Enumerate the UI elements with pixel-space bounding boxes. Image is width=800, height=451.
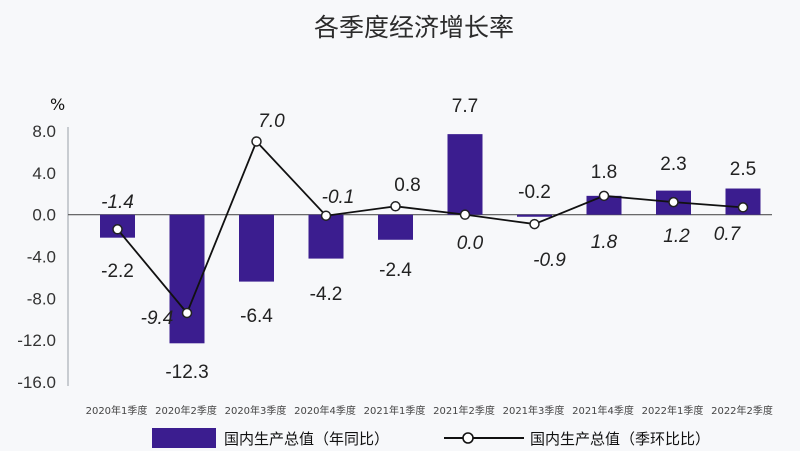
bar-4 bbox=[308, 214, 344, 259]
line-points bbox=[112, 136, 749, 319]
bar-value-label: -0.2 bbox=[518, 182, 551, 203]
x-axis-ticks: 2020年1季度 2020年2季度 2020年3季度 2020年4季度 2021年1季度… bbox=[86, 404, 773, 417]
line-value-label: -0.1 bbox=[322, 187, 355, 208]
y-tick-label: 4.0 bbox=[32, 164, 56, 183]
x-tick-label: 2021年2季度 bbox=[433, 404, 495, 417]
line-value-label: 0.0 bbox=[457, 233, 484, 254]
line-value-label: -9.4 bbox=[141, 308, 174, 329]
bar-value-label: 7.7 bbox=[452, 96, 478, 117]
chart-title: 各季度经济增长率 bbox=[314, 13, 514, 42]
x-tick-label: 2020年1季度 bbox=[86, 404, 148, 417]
y-tick-label: -4.0 bbox=[27, 248, 56, 267]
legend-bar-label: 国内生产总值（年同比） bbox=[224, 430, 389, 448]
line-point-5 bbox=[390, 201, 401, 212]
line-point-7 bbox=[529, 218, 540, 230]
line-point-3 bbox=[251, 136, 262, 147]
x-tick-label: 2020年2季度 bbox=[155, 404, 217, 417]
bar-value-label: 1.8 bbox=[591, 162, 617, 183]
bar-value-label: -2.4 bbox=[379, 260, 412, 281]
legend-bar-swatch bbox=[152, 428, 216, 448]
legend-line-label: 国内生产总值（季环比比） bbox=[530, 430, 710, 448]
line-value-label: -1.4 bbox=[101, 192, 134, 213]
y-axis-ticks: 8.0 4.0 0.0 -4.0 -8.0 -12.0 -16.0 bbox=[17, 122, 69, 392]
line-value-label: 0.7 bbox=[714, 224, 742, 245]
bar-series bbox=[100, 134, 761, 344]
x-tick-label: 2020年3季度 bbox=[225, 404, 287, 417]
line-value-label: -0.9 bbox=[533, 250, 566, 271]
x-tick-label: 2021年1季度 bbox=[364, 404, 426, 417]
bar-2 bbox=[169, 214, 205, 344]
line-series bbox=[116, 139, 744, 315]
bar-5 bbox=[378, 214, 413, 240]
line-point-10 bbox=[737, 202, 749, 213]
line-value-labels: -1.4 -9.4 7.0 -0.1 0.8 0.0 -0.9 1.8 1.2 0.7 bbox=[101, 111, 742, 329]
bar-value-label: -2.2 bbox=[101, 261, 134, 282]
line-point-4 bbox=[320, 210, 332, 221]
bar-value-label: 2.3 bbox=[660, 154, 686, 175]
y-tick-label: 0.0 bbox=[32, 206, 56, 225]
y-tick-label: -12.0 bbox=[17, 331, 56, 350]
y-tick-label: 8.0 bbox=[32, 122, 56, 141]
bar-3 bbox=[239, 214, 274, 282]
line-point-9 bbox=[668, 196, 679, 208]
bar-value-label: -4.2 bbox=[310, 284, 343, 305]
x-tick-label: 2022年1季度 bbox=[642, 404, 704, 417]
bar-value-label: 2.5 bbox=[730, 159, 756, 180]
line-point-8 bbox=[598, 190, 610, 202]
x-tick-label: 2021年3季度 bbox=[503, 404, 565, 417]
line-value-label: 1.8 bbox=[591, 232, 618, 253]
growth-line bbox=[116, 139, 744, 315]
line-point-1 bbox=[112, 224, 123, 235]
bar-7 bbox=[517, 214, 552, 217]
y-axis-unit: % bbox=[50, 95, 65, 114]
legend-line-marker bbox=[462, 432, 474, 444]
line-point-2 bbox=[181, 307, 193, 319]
x-tick-label: 2021年4季度 bbox=[572, 404, 634, 417]
x-tick-label: 2022年2季度 bbox=[711, 404, 773, 417]
x-tick-label: 2020年4季度 bbox=[294, 404, 356, 417]
y-tick-label: -8.0 bbox=[27, 289, 56, 308]
bar-value-label: -12.3 bbox=[165, 362, 208, 383]
bar-8 bbox=[586, 195, 622, 215]
line-value-label: 1.2 bbox=[663, 226, 690, 247]
bar-value-labels: -2.2 -12.3 -6.4 -4.2 -2.4 7.7 -0.2 1.8 2.3 2.5 bbox=[101, 96, 756, 383]
bar-value-label: -6.4 bbox=[240, 306, 273, 327]
line-point-6 bbox=[459, 209, 471, 220]
legend: 国内生产总值（年同比） 国内生产总值（季环比比） bbox=[152, 428, 710, 448]
line-value-label: 7.0 bbox=[258, 111, 285, 132]
y-tick-label: -16.0 bbox=[17, 373, 56, 392]
bar-6 bbox=[447, 134, 483, 215]
line-value-label: 0.8 bbox=[394, 175, 420, 196]
